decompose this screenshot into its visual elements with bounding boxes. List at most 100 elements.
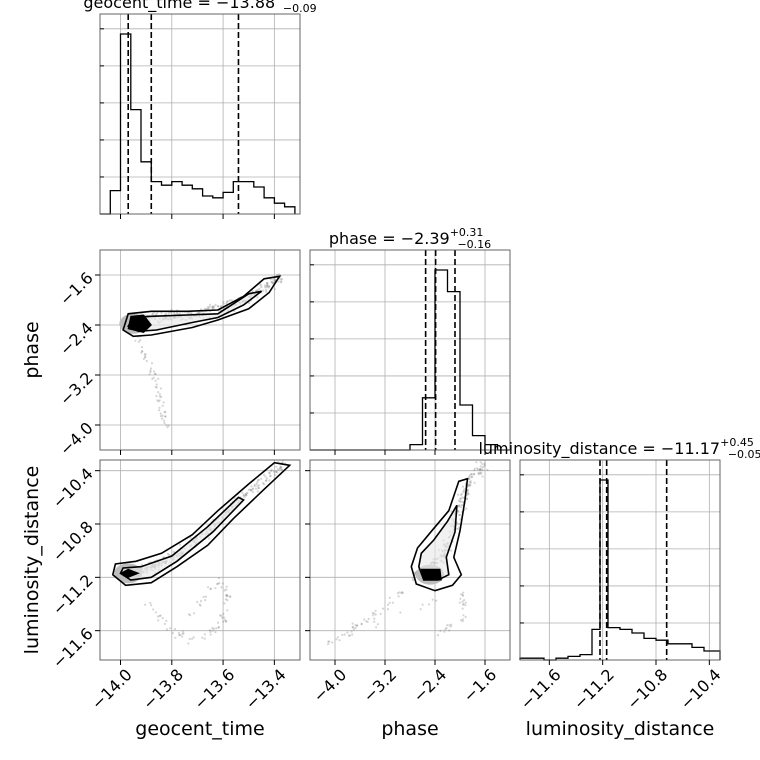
sample-point <box>251 490 255 494</box>
sample-point <box>256 481 259 484</box>
title-lower-error: −0.09 <box>283 2 317 15</box>
sample-point <box>374 609 377 612</box>
panel-background <box>520 460 720 660</box>
sample-point <box>486 468 489 471</box>
sample-point <box>448 629 451 632</box>
sample-point <box>270 468 273 471</box>
sample-point <box>156 311 159 315</box>
sample-point <box>255 482 258 486</box>
sample-point <box>209 587 212 590</box>
histogram-luminosity_distance <box>519 479 721 661</box>
sample-point <box>214 587 217 590</box>
sample-point <box>277 273 280 276</box>
sample-point <box>219 305 222 308</box>
panel-frame <box>99 249 301 451</box>
sample-point <box>164 415 167 418</box>
sample-point <box>167 312 170 315</box>
sample-point <box>273 288 276 291</box>
title-main: geocent_time = −13.88 <box>83 0 275 13</box>
title-upper-error: +0.45 <box>720 436 754 449</box>
sample-point <box>207 307 210 310</box>
contour-level-2 <box>127 290 262 333</box>
sample-point <box>462 614 465 617</box>
sample-point <box>213 305 216 308</box>
sample-point <box>449 625 452 628</box>
panel-frame <box>519 459 721 661</box>
sample-point <box>165 424 168 427</box>
sample-point <box>209 303 212 306</box>
sample-point <box>196 600 199 604</box>
sample-point <box>482 465 485 469</box>
y-tick-label-luminosity_distance: −10.4 <box>49 464 97 512</box>
sample-point <box>269 474 272 478</box>
sample-point <box>265 290 268 293</box>
panel-frame <box>99 13 301 215</box>
sample-point <box>275 470 278 473</box>
sample-point <box>276 471 279 474</box>
sample-point <box>277 280 280 283</box>
sample-point <box>268 471 271 474</box>
sample-point <box>161 404 164 407</box>
sample-point <box>346 631 349 634</box>
sample-point <box>260 284 263 287</box>
sample-point <box>360 622 363 625</box>
sample-point <box>278 467 281 471</box>
sample-point <box>257 484 260 487</box>
sample-point <box>470 473 473 476</box>
sample-point <box>143 355 147 358</box>
x-tick-label-luminosity_distance: −10.4 <box>677 665 725 713</box>
sample-point <box>259 283 262 286</box>
sample-point <box>217 626 220 629</box>
y-tick-label-luminosity_distance: −11.2 <box>49 571 97 619</box>
sample-point <box>251 488 254 491</box>
sample-point <box>399 611 402 614</box>
sample-point <box>256 289 259 292</box>
sample-point <box>159 412 162 415</box>
sample-point <box>464 604 467 607</box>
sample-point <box>179 633 182 637</box>
sample-point <box>462 602 465 605</box>
sample-point <box>216 621 220 624</box>
x-tick-label-geocent_time: −13.4 <box>242 665 290 713</box>
y-axis-label-luminosity_distance: luminosity_distance <box>21 466 43 655</box>
sample-point <box>479 465 482 468</box>
title-upper-error: +0.34 <box>275 0 309 3</box>
sample-point <box>155 383 158 386</box>
sample-point <box>461 618 465 621</box>
sample-point <box>163 421 166 425</box>
sample-point <box>365 620 368 623</box>
sample-point <box>331 641 334 644</box>
sample-point <box>328 640 331 643</box>
sample-point <box>472 473 475 476</box>
sample-point <box>225 302 228 305</box>
sample-point <box>386 603 390 606</box>
sample-point <box>458 504 461 508</box>
sample-point <box>264 475 267 478</box>
sample-point <box>468 484 471 487</box>
sample-point <box>266 281 269 284</box>
sample-point <box>163 622 166 626</box>
sample-point <box>466 489 469 492</box>
sample-point <box>222 612 225 615</box>
sample-point <box>144 356 147 359</box>
sample-point <box>462 490 465 493</box>
sample-point <box>164 410 167 413</box>
sample-point <box>157 391 160 394</box>
sample-point <box>157 400 160 403</box>
sample-point <box>414 572 417 575</box>
sample-point <box>354 624 357 627</box>
sample-point <box>280 280 283 283</box>
sample-point <box>158 399 161 402</box>
sample-point <box>280 468 283 471</box>
sample-point <box>222 620 225 623</box>
sample-point <box>158 409 161 412</box>
sample-point <box>462 591 465 594</box>
panel-content <box>119 273 284 429</box>
sample-point <box>351 625 354 629</box>
sample-point <box>480 471 483 474</box>
sample-point <box>267 285 270 288</box>
sample-point <box>225 619 228 623</box>
sample-point <box>479 472 482 475</box>
sample-point <box>262 482 265 485</box>
sample-point <box>152 608 155 611</box>
